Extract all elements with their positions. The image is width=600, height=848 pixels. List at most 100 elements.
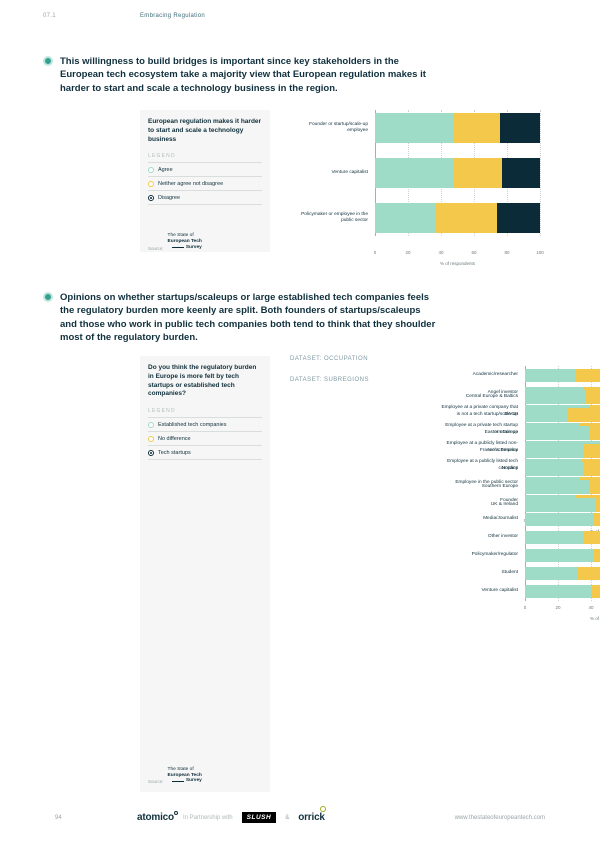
stacked-bar-plot-subregions: Central Europe & Baltics DACH Eastern Euro… — [440, 387, 600, 534]
bar-track — [375, 203, 540, 233]
source-attribution: Source: The State of European Tech Surve… — [148, 233, 262, 250]
bar-track — [525, 426, 600, 440]
bar-row: France & Benelux — [440, 444, 600, 458]
orrick-ring-icon — [319, 806, 326, 812]
orrick-logo: orrick — [298, 806, 326, 823]
bar-segment-established-tech-companies — [525, 369, 575, 382]
bar-segment-established-tech-companies — [525, 408, 568, 422]
bar-track — [525, 390, 600, 404]
bar-segment-agree — [375, 203, 437, 233]
bar-track — [525, 567, 600, 580]
legend-marker-icon — [148, 435, 154, 442]
legend-item: Tech startups — [148, 446, 262, 461]
category-label: Academic/researcher — [472, 372, 518, 378]
section-title: Embracing Regulation — [140, 13, 206, 19]
legend-marker-icon — [148, 449, 154, 456]
bullet-target-icon — [43, 292, 53, 302]
category-label: Angel investor — [487, 390, 518, 396]
category-label: Nordics — [501, 465, 518, 471]
category-label: Employee at a private tech startup or sc… — [445, 423, 518, 435]
dataset-label-occupation: DATASET: OCCUPATION — [290, 356, 369, 362]
bar-segment-established-tech-companies — [525, 549, 595, 562]
bar-row: Nordics — [440, 462, 600, 476]
bar-row: Venture capitalist — [290, 158, 540, 188]
ampersand-text: & — [285, 814, 290, 821]
insight-text-1: This willingness to build bridges is imp… — [60, 56, 426, 94]
category-label: Policymaker/regulator — [471, 552, 518, 558]
category-label: Student — [501, 570, 518, 576]
chart2-side-panel: Do you think the regulatory burden in Eu… — [140, 356, 270, 792]
bar-segment-disagree — [497, 203, 540, 233]
legend-marker-icon — [148, 421, 154, 428]
bar-segment-no-difference — [589, 480, 600, 494]
bar-segment-established-tech-companies — [525, 444, 583, 458]
dataset-label-subregions: DATASET: SUBREGIONS — [290, 377, 369, 383]
logo-line: The State of — [167, 766, 194, 772]
website-url: www.thestateofeuropeantech.com — [454, 815, 545, 821]
bar-segment-established-tech-companies — [525, 390, 587, 404]
legend-item-label: Established tech companies — [158, 421, 227, 428]
category-label: Venture capitalist — [481, 588, 518, 594]
bar-track — [525, 462, 600, 476]
bar-segment-neither-agree-not-disagree — [454, 158, 503, 188]
x-axis-tick: 100 — [536, 250, 544, 255]
bar-track — [375, 158, 540, 188]
bar-segment-no-difference — [592, 513, 600, 526]
bar-segment-neither-agree-not-disagree — [454, 113, 501, 143]
bar-track — [525, 444, 600, 458]
bar-row: UK & Ireland — [440, 498, 600, 512]
chart1-title: European regulation makes it harder to s… — [148, 118, 262, 143]
bar-segment-no-difference — [586, 390, 600, 404]
bar-segment-established-tech-companies — [525, 567, 578, 580]
bar-segment-no-difference — [594, 549, 600, 562]
bar-segment-established-tech-companies — [525, 513, 593, 526]
category-label: Employee at a publicly listed tech compa… — [447, 459, 518, 471]
category-label: Founder or startup/scale-up employee — [309, 121, 368, 133]
bar-row: Academic/researcher — [440, 369, 600, 382]
bar-track — [525, 549, 600, 562]
bar-row: Southern Europe — [440, 480, 600, 494]
gridline — [540, 110, 541, 236]
logo-line: The State of — [167, 233, 194, 239]
category-label: Employee at a private company that is no… — [441, 405, 518, 417]
bar-segment-no-difference — [591, 585, 600, 598]
bar-row: Other investor — [440, 531, 600, 544]
x-axis-label: % of respondents — [589, 616, 600, 621]
bar-track — [525, 513, 600, 526]
bar-segment-no-difference — [582, 444, 600, 458]
bar-segment-established-tech-companies — [525, 498, 596, 512]
bar-segment-neither-agree-not-disagree — [436, 203, 498, 233]
category-label: Southern Europe — [481, 483, 518, 489]
category-label: Employee in the public sector — [455, 480, 518, 486]
legend-item-label: Tech startups — [158, 449, 191, 456]
bar-track — [525, 480, 600, 494]
bar-segment-established-tech-companies — [525, 426, 590, 440]
bar-row: Policymaker/regulator — [440, 549, 600, 562]
bar-segment-no-difference — [595, 498, 600, 512]
logo-line: Survey — [172, 778, 202, 784]
bar-segment-disagree — [500, 113, 540, 143]
bar-segment-no-difference — [567, 408, 600, 422]
chapter-number: 07.1 — [43, 13, 56, 19]
insight-block-2: Opinions on whether startups/scaleups or… — [43, 291, 443, 344]
insight-block-1: This willingness to build bridges is imp… — [43, 55, 443, 95]
page-footer: 94 atomico In Partnership with SLUSH & o… — [55, 806, 545, 826]
logo-line: European Tech — [167, 239, 202, 245]
category-label: Central Europe & Baltics — [465, 393, 518, 399]
x-axis-label: % of respondents — [439, 261, 476, 266]
legend-heading: LEGEND — [148, 408, 262, 419]
chart1-legend: Agree Neither agree not disagree Disagree — [148, 163, 262, 206]
bar-segment-no-difference — [584, 531, 600, 544]
x-axis-tick: 20 — [555, 605, 561, 610]
legend-item: No difference — [148, 432, 262, 447]
bar-row: Venture capitalist — [440, 585, 600, 598]
category-label: Venture capitalist — [331, 169, 368, 175]
source-attribution: Source: The State of European Tech Surve… — [148, 767, 262, 784]
category-label: Founder — [500, 498, 518, 504]
bar-segment-no-difference — [589, 426, 600, 440]
legend-item-label: Agree — [158, 166, 173, 173]
page-number: 94 — [55, 815, 62, 821]
